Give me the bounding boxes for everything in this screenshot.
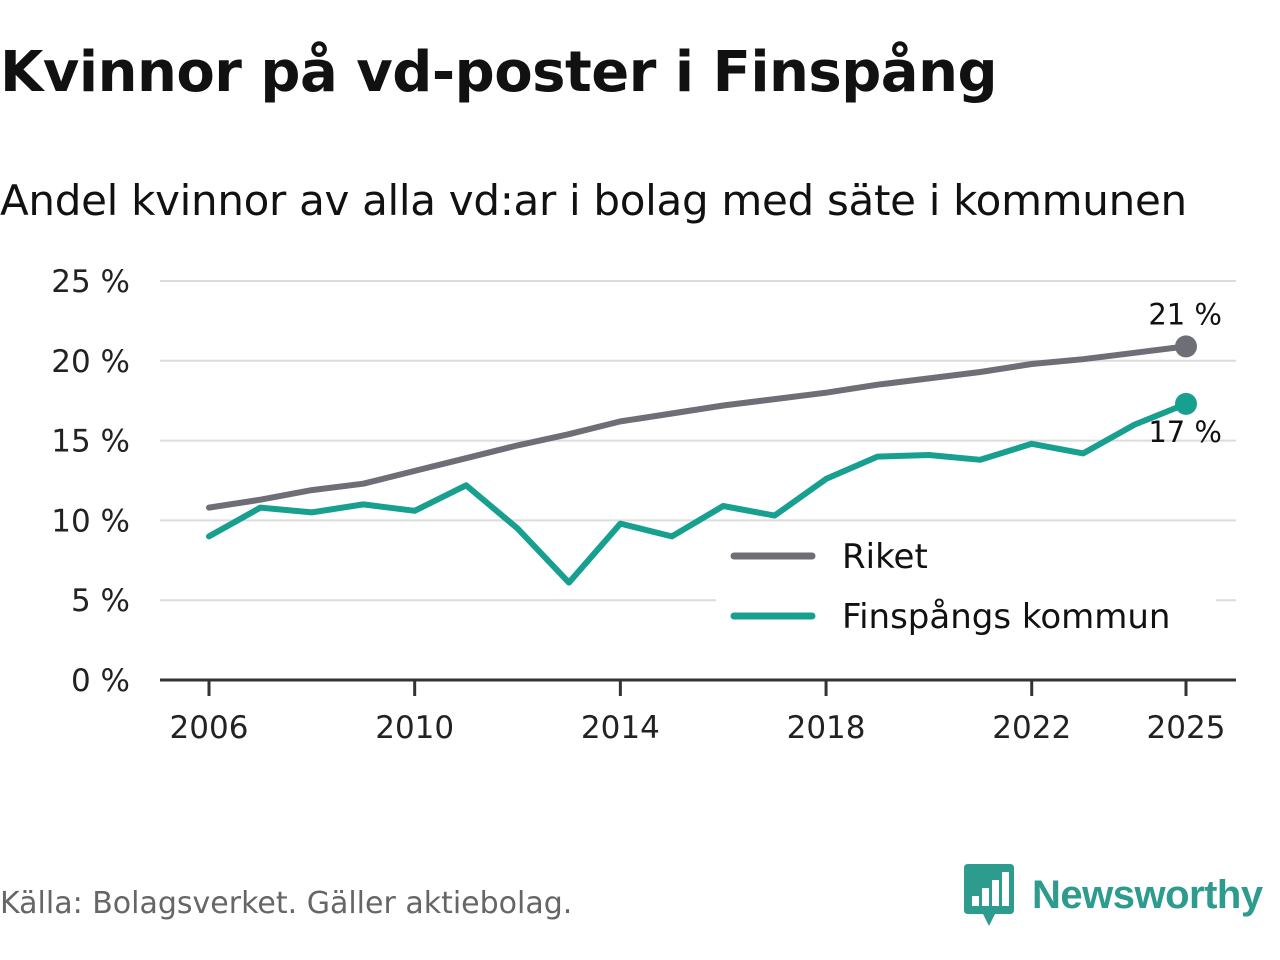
x-tick-label: 2010 xyxy=(375,710,454,746)
x-tick-label: 2006 xyxy=(170,710,249,746)
x-tick-label: 2014 xyxy=(581,710,660,746)
y-tick-label: 15 % xyxy=(51,424,130,460)
brand-name: Newsworthy xyxy=(1032,872,1263,917)
end-labels: 21 % 17 % xyxy=(1148,297,1222,448)
series-lines xyxy=(206,343,1189,586)
legend-background xyxy=(716,530,1216,648)
y-tick-label: 25 % xyxy=(51,264,130,300)
series-line-finsp-ngs-kommun xyxy=(206,400,1189,586)
newsworthy-logo-icon xyxy=(964,864,1014,926)
legend-label: Riket xyxy=(842,537,928,577)
y-tick-label: 10 % xyxy=(51,503,130,539)
x-tick-label: 2022 xyxy=(992,710,1071,746)
end-point-marker xyxy=(1175,392,1197,415)
end-value-label: 17 % xyxy=(1148,415,1222,449)
x-axis: 2006 2010 2014 2018 2022 2025 xyxy=(160,678,1236,746)
x-tick-label: 2018 xyxy=(787,710,866,746)
y-tick-label: 5 % xyxy=(71,583,130,619)
legend: Riket Finspångs kommun xyxy=(716,530,1216,648)
x-tick-label: 2025 xyxy=(1147,710,1226,746)
end-value-label: 21 % xyxy=(1148,297,1222,331)
y-tick-label: 0 % xyxy=(71,663,130,699)
y-tick-label: 20 % xyxy=(51,344,130,380)
chart-subtitle: Andel kvinnor av alla vd:ar i bolag med … xyxy=(0,176,1187,225)
chart-title: Kvinnor på vd-poster i Finspång xyxy=(0,40,998,105)
source-note: Källa: Bolagsverket. Gäller aktiebolag. xyxy=(0,886,573,921)
brand-logo: Newsworthy xyxy=(964,864,1263,926)
legend-label: Finspångs kommun xyxy=(842,597,1170,637)
y-axis-ticks: 0 % 5 % 10 % 15 % 20 % 25 % xyxy=(51,264,130,699)
end-point-marker xyxy=(1175,335,1197,358)
series-line-riket xyxy=(206,343,1189,511)
